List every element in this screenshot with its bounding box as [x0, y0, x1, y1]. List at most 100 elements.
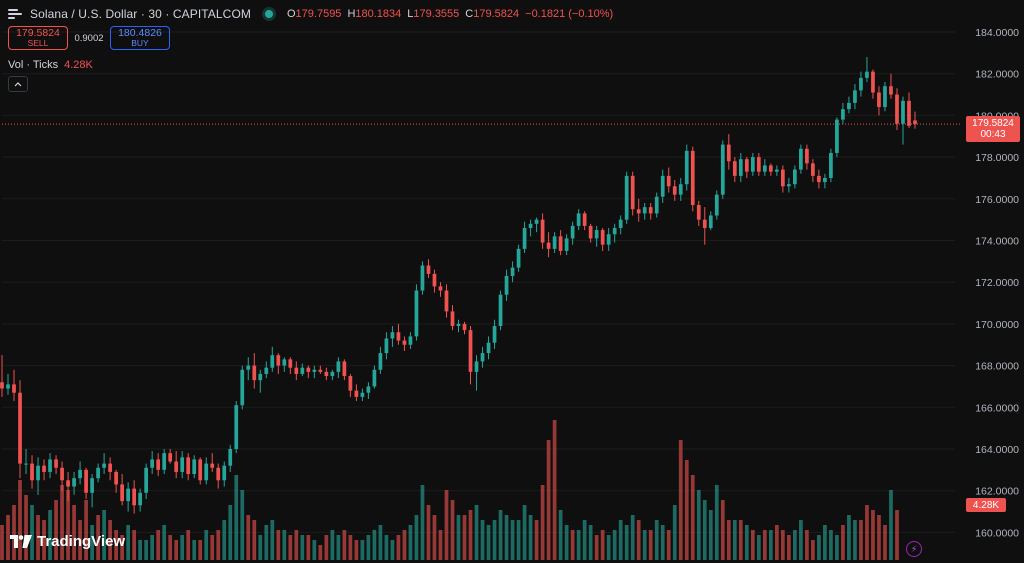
candle-body: [606, 234, 611, 245]
volume-legend[interactable]: Vol · Ticks 4.28K: [8, 59, 93, 71]
candle-body: [780, 169, 785, 187]
candle-body: [72, 478, 76, 487]
candle-body: [366, 386, 371, 393]
candle-body: [324, 371, 329, 377]
candle-body: [450, 311, 455, 326]
volume-bar: [799, 520, 803, 560]
candle-body: [276, 355, 281, 366]
volume-bar: [360, 540, 365, 560]
volume-bar: [522, 505, 527, 560]
buy-label: BUY: [131, 38, 149, 48]
candle-body: [84, 469, 88, 493]
candle-body: [805, 148, 809, 164]
volume-bar: [805, 530, 809, 560]
volume-bar: [516, 520, 521, 560]
candle-body: [793, 169, 797, 185]
volume-legend-label: Vol · Ticks: [8, 59, 59, 71]
volume-bar: [42, 520, 46, 560]
volume-bar: [372, 530, 377, 560]
volume-bar: [168, 535, 173, 560]
candle-body: [36, 465, 40, 481]
candle-body: [6, 384, 10, 389]
candle-body: [853, 90, 857, 103]
volume-bar: [793, 530, 797, 560]
volume-bar: [252, 520, 257, 560]
volume-bar: [486, 525, 491, 560]
candle-body: [708, 215, 713, 228]
volume-bar: [865, 505, 869, 560]
close-label: C: [465, 8, 474, 20]
tradingview-logo[interactable]: TradingView: [10, 533, 125, 550]
volume-bar: [871, 510, 875, 560]
symbol-title[interactable]: Solana / U.S. Dollar · 30 · CAPITALCOM: [30, 7, 251, 21]
volume-bar: [114, 530, 118, 560]
candle-body: [348, 376, 353, 391]
candle-body: [504, 275, 509, 295]
candle-body: [108, 463, 112, 472]
volume-bar: [835, 535, 839, 560]
volume-bar: [642, 530, 647, 560]
candle-body: [492, 325, 497, 343]
last-price-value: 179.5824: [972, 118, 1014, 129]
candle-body: [750, 157, 755, 172]
volume-bar: [895, 510, 899, 560]
lightning-icon[interactable]: ⚡: [906, 541, 922, 557]
volume-bar: [498, 510, 503, 560]
candle-body: [180, 457, 185, 472]
candle-body: [732, 161, 737, 176]
volume-bar: [546, 440, 551, 560]
volume-bar: [216, 530, 221, 560]
candle-body: [96, 467, 100, 479]
candle-body: [883, 86, 887, 108]
volume-bar: [342, 530, 347, 560]
candle-body: [90, 478, 94, 493]
hamburger-icon[interactable]: [8, 8, 22, 20]
volume-bar: [12, 505, 16, 560]
candle-body: [552, 236, 557, 249]
volume-bar: [72, 505, 76, 560]
volume-bar: [312, 540, 317, 560]
volume-bar: [570, 530, 575, 560]
volume-bar: [396, 535, 401, 560]
candle-body: [588, 225, 593, 239]
volume-bar: [318, 545, 323, 560]
candle-body: [630, 175, 635, 210]
candle-body: [354, 390, 359, 397]
sell-button[interactable]: 179.5824 SELL: [8, 26, 68, 50]
volume-bar: [468, 510, 473, 560]
candle-body: [618, 219, 623, 228]
market-open-dot-icon: [264, 10, 273, 18]
candle-body: [672, 186, 677, 195]
volume-bar: [540, 485, 545, 560]
volume-bar: [462, 515, 467, 560]
candle-body: [216, 467, 221, 481]
candle-body: [156, 459, 161, 470]
volume-bar: [30, 505, 34, 560]
volume-bar: [102, 510, 106, 560]
candle-body: [678, 184, 683, 195]
candle-body: [456, 323, 461, 326]
candle-body: [654, 196, 659, 214]
candle-body: [690, 150, 695, 206]
volume-bar: [426, 505, 431, 560]
candle-body: [192, 459, 197, 475]
candle-body: [534, 219, 539, 224]
open-label: O: [286, 8, 296, 20]
volume-bar: [474, 505, 479, 560]
candle-body: [666, 175, 671, 187]
close-value: 179.5824: [473, 8, 520, 20]
candle-body: [384, 338, 389, 354]
candle-body: [594, 230, 599, 239]
volume-bar: [690, 475, 695, 560]
buy-button[interactable]: 180.4826 BUY: [110, 26, 170, 50]
collapse-legend-button[interactable]: [8, 76, 28, 92]
candle-body: [522, 227, 527, 249]
volume-bar: [66, 490, 70, 560]
volume-bar: [618, 520, 623, 560]
candle-body: [336, 361, 341, 372]
candle-body: [144, 467, 149, 493]
volume-bar: [528, 515, 533, 560]
candle-body: [468, 330, 473, 372]
sell-label: SELL: [27, 38, 49, 48]
